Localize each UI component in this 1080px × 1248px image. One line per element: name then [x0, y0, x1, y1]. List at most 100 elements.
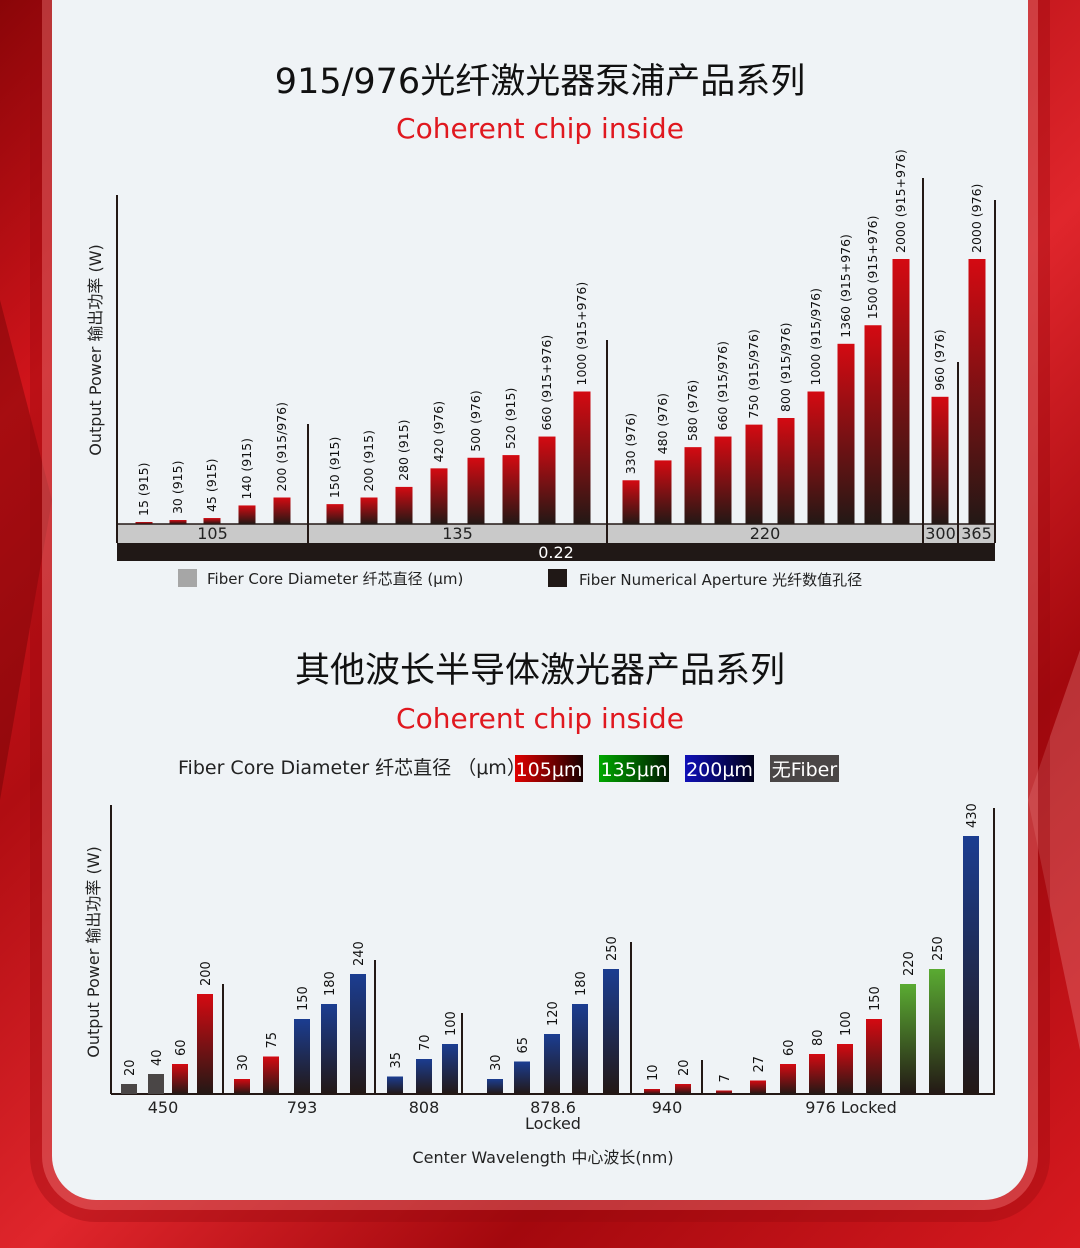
bar-data-label: 150 [868, 986, 883, 1011]
bar [900, 984, 916, 1094]
frame-facet [0, 300, 52, 800]
bar-data-label: 180 [574, 971, 589, 996]
bar [654, 460, 672, 524]
bar-data-label: 420 (976) [431, 401, 446, 462]
bar [294, 1019, 310, 1094]
bar [684, 447, 702, 524]
bar [514, 1061, 530, 1094]
bar [544, 1034, 560, 1094]
bar [467, 457, 485, 524]
bar-data-label: 30 [236, 1054, 251, 1071]
bar [675, 1084, 691, 1094]
bar [121, 1084, 137, 1094]
x-tick-label: 976 Locked [805, 1098, 897, 1117]
bar-data-label: 70 [418, 1034, 433, 1051]
bar [395, 486, 413, 524]
chart1-y-axis-label: Output Power 输出功率 (W) [86, 244, 105, 456]
bar-data-label: 960 (976) [932, 329, 947, 390]
bar [430, 468, 448, 524]
bar-data-label: 330 (976) [623, 413, 638, 474]
x-tick-label: 793 [287, 1098, 318, 1117]
bar-data-label: 120 [546, 1001, 561, 1026]
bar-data-label: 35 [389, 1052, 404, 1069]
bar [263, 1056, 279, 1094]
legend-label-na: Fiber Numerical Aperture 光纤数值孔径 [579, 571, 862, 589]
bar-data-label: 27 [752, 1056, 767, 1073]
legend-label-105: 105μm [516, 759, 583, 781]
chart1-plot: 105 15 (915) 30 (915) 45 (915) 140 (915) 200 … [116, 149, 996, 562]
bar-data-label: 1360 (915+976) [838, 234, 853, 338]
x-tick-label: 450 [148, 1098, 179, 1117]
bar-data-label: 800 (915/976) [778, 322, 793, 412]
chart2-subtitle: Coherent chip inside [396, 702, 684, 735]
bar-data-label: 200 (915) [361, 430, 376, 491]
bar-data-label: 1500 (915+976) [865, 216, 880, 320]
bar [777, 418, 795, 524]
bar-data-label: 100 [839, 1011, 854, 1036]
chart2-y-axis-label: Output Power 输出功率 (W) [84, 846, 103, 1058]
bar [321, 1004, 337, 1094]
bar-data-label: 200 (915/976) [274, 402, 289, 492]
core-diameter-label: 135 [442, 524, 473, 543]
bar [745, 424, 763, 524]
bar [644, 1089, 660, 1094]
numerical-aperture-row [117, 543, 995, 561]
bar-data-label: 1000 (915+976) [574, 282, 589, 386]
content-panel [52, 0, 1028, 1200]
bar [866, 1019, 882, 1094]
bar-data-label: 480 (976) [655, 393, 670, 454]
bar [809, 1054, 825, 1094]
legend-swatch-none [770, 755, 839, 782]
bar-data-label: 100 [444, 1011, 459, 1036]
bar-data-label: 60 [174, 1039, 189, 1056]
chart2-legend: 105μm 135μm 200μm 无Fiber [515, 755, 839, 782]
bar [203, 518, 221, 524]
bar-data-label: 580 (976) [685, 380, 700, 441]
bar-data-label: 500 (976) [468, 390, 483, 451]
bar-data-label: 7 [718, 1074, 733, 1082]
bar [573, 391, 591, 524]
legend-swatch-core [178, 569, 197, 587]
bar [716, 1090, 732, 1094]
legend-swatch-na [548, 569, 567, 587]
bar [603, 969, 619, 1094]
legend-label-135: 135μm [601, 759, 668, 781]
numerical-aperture-label: 0.22 [538, 543, 574, 562]
bar [387, 1076, 403, 1094]
chart1-subtitle: Coherent chip inside [396, 112, 684, 145]
bar [807, 391, 825, 524]
bar-data-label: 30 [489, 1054, 504, 1071]
bar-data-label: 80 [811, 1029, 826, 1046]
bar [197, 994, 213, 1094]
bar-data-label: 660 (915+976) [539, 335, 554, 431]
core-diameter-label: 105 [197, 524, 228, 543]
legend-swatch-200 [685, 755, 754, 782]
bar [622, 480, 640, 524]
core-diameter-label: 220 [750, 524, 781, 543]
legend-label-200: 200μm [686, 759, 753, 781]
bar-data-label: 45 (915) [204, 459, 219, 513]
core-diameter-label: 300 [925, 524, 956, 543]
bar [172, 1064, 188, 1094]
bar [963, 836, 979, 1094]
bar-data-label: 180 [323, 971, 338, 996]
legend-swatch-105 [515, 755, 583, 782]
bar-data-label: 750 (915/976) [746, 329, 761, 419]
bar-data-label: 2000 (915+976) [893, 149, 908, 253]
bar-data-label: 60 [782, 1039, 797, 1056]
bar-data-label: 1000 (915/976) [808, 288, 823, 385]
bar-data-label: 150 [296, 986, 311, 1011]
bar [864, 325, 882, 524]
bar-data-label: 150 (915) [327, 437, 342, 498]
bar-data-label: 660 (915/976) [715, 341, 730, 431]
bar [326, 504, 344, 524]
x-tick-label: 808 [409, 1098, 440, 1117]
bar-data-label: 20 [123, 1059, 138, 1076]
bar-data-label: 20 [677, 1059, 692, 1076]
bar-data-label: 520 (915) [503, 388, 518, 449]
bar-data-label: 250 [931, 936, 946, 961]
x-tick-label-line2: Locked [525, 1114, 581, 1133]
bar [780, 1064, 796, 1094]
bar-data-label: 10 [646, 1064, 661, 1081]
bar-data-label: 40 [150, 1049, 165, 1066]
